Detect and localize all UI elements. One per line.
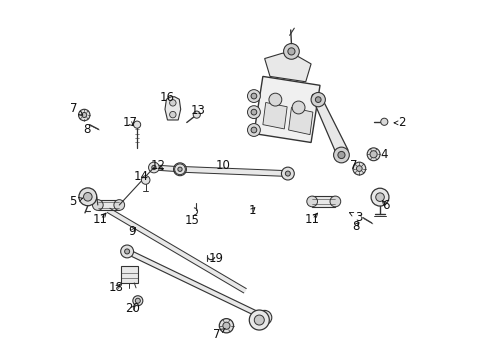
Text: 8: 8 [352,220,360,233]
Circle shape [152,165,156,170]
Circle shape [82,112,87,117]
Text: 13: 13 [191,104,205,117]
Circle shape [367,148,380,161]
Polygon shape [165,97,181,120]
Circle shape [292,101,305,114]
Text: 8: 8 [83,123,91,136]
Circle shape [334,147,349,163]
Text: 16: 16 [160,91,174,104]
Circle shape [285,171,291,176]
Text: 6: 6 [382,198,390,212]
Circle shape [220,319,234,333]
Circle shape [376,193,384,202]
Circle shape [124,249,130,254]
Circle shape [223,322,230,329]
Bar [312,196,335,207]
Circle shape [251,109,257,115]
Circle shape [251,127,257,133]
Circle shape [281,167,294,180]
Polygon shape [265,53,311,82]
Circle shape [311,93,325,107]
Circle shape [93,200,103,210]
Text: 17: 17 [122,116,138,129]
Circle shape [142,176,150,184]
Circle shape [262,315,268,320]
Text: 14: 14 [134,170,149,183]
Text: 3: 3 [349,211,363,224]
Circle shape [249,310,270,330]
Circle shape [307,196,318,207]
Circle shape [251,93,257,99]
Text: 11: 11 [305,213,319,226]
Circle shape [353,162,366,175]
Circle shape [247,123,260,136]
Polygon shape [289,108,313,135]
Text: 20: 20 [125,302,140,315]
Circle shape [135,298,140,303]
Circle shape [284,44,299,59]
Circle shape [79,188,97,206]
Circle shape [134,121,141,128]
Text: 4: 4 [381,148,388,162]
Circle shape [170,100,176,106]
Text: 15: 15 [185,213,199,226]
Polygon shape [154,165,180,172]
Circle shape [114,200,124,210]
Circle shape [170,111,176,118]
Circle shape [356,166,362,171]
Circle shape [381,118,388,125]
Circle shape [178,167,182,171]
Text: 18: 18 [109,282,124,294]
Text: 9: 9 [129,225,136,238]
Circle shape [254,315,264,325]
Circle shape [258,310,272,325]
Circle shape [78,109,90,121]
Circle shape [173,163,186,176]
Text: 11: 11 [93,213,108,226]
Polygon shape [263,103,287,129]
Text: 5: 5 [69,195,83,208]
Text: 7: 7 [350,159,358,172]
Polygon shape [126,249,266,320]
Text: 12: 12 [151,159,166,172]
Circle shape [371,188,389,206]
Text: 7: 7 [213,328,225,341]
Circle shape [247,90,260,103]
Polygon shape [312,94,348,158]
Text: 7: 7 [70,102,83,115]
Circle shape [330,196,341,207]
Polygon shape [254,76,320,143]
Circle shape [121,245,134,258]
Circle shape [83,193,92,201]
Bar [121,266,138,283]
Text: 10: 10 [216,159,230,172]
Circle shape [288,48,295,55]
Bar [98,200,119,210]
Circle shape [316,97,321,103]
Polygon shape [107,208,246,293]
Polygon shape [180,166,288,176]
Circle shape [133,296,143,306]
Text: 2: 2 [394,116,405,129]
Text: 1: 1 [248,204,256,217]
Circle shape [193,111,200,118]
Circle shape [269,93,282,106]
Circle shape [370,151,377,158]
Circle shape [148,162,159,173]
Circle shape [177,167,182,172]
Circle shape [247,106,260,118]
Text: 19: 19 [208,252,223,265]
Circle shape [174,164,185,175]
Circle shape [338,152,345,158]
